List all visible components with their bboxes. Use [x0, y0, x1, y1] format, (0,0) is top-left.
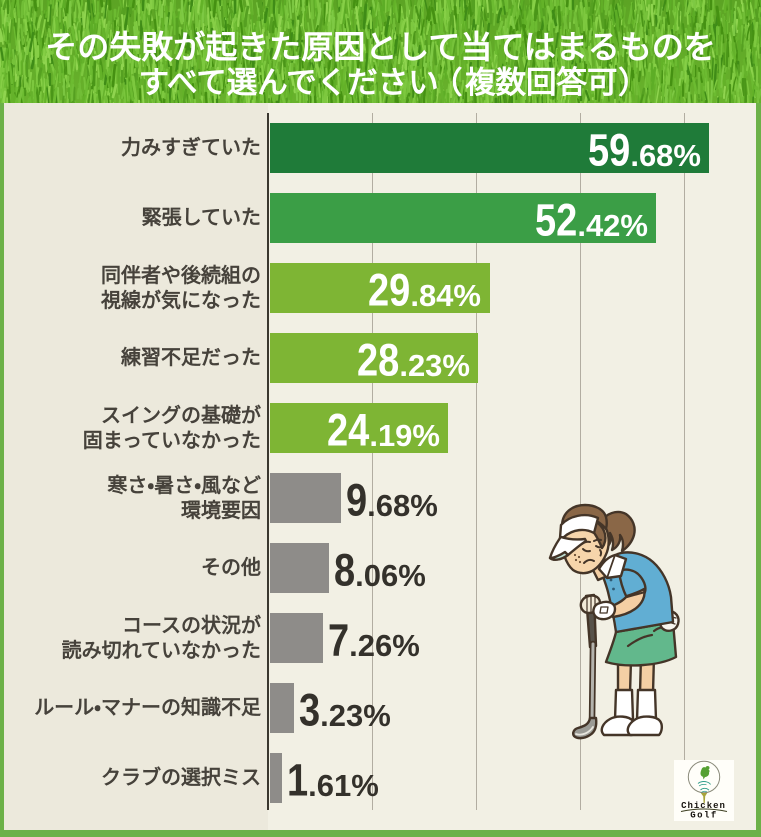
svg-text:Chicken: Chicken: [681, 801, 726, 811]
svg-text:Golf: Golf: [690, 811, 718, 821]
